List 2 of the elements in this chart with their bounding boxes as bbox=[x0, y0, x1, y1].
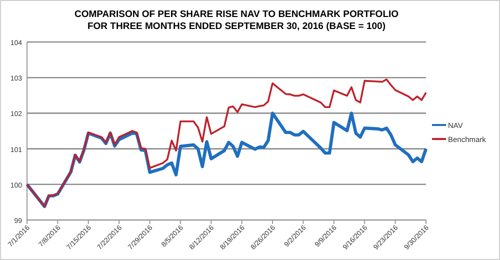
chart-title: COMPARISON OF PER SHARE RISE NAV TO BENCHMARK PORTFOLIO FOR THREE MONTHS ENDED SEPTEMBER 30, 2016 (BASE = 100) bbox=[74, 9, 399, 32]
line-series bbox=[26, 78, 427, 208]
